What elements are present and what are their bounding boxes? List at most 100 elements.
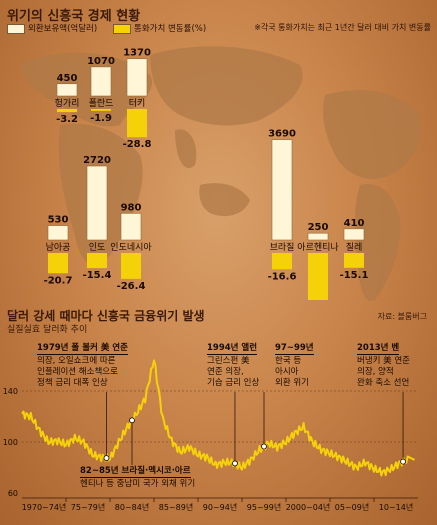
bar-change-0 <box>57 109 77 113</box>
legend-label-reserves: 외환보유액(억달러) <box>28 24 98 34</box>
label-reserves-1: 1070 <box>87 56 115 67</box>
annotation-1994-line-2: 연준 의장, <box>207 367 244 377</box>
annotation-1979: 1979년 폴 볼커 美 연준 의장, 오일쇼크에 따른 인플레이션 해소책으로… <box>37 343 128 389</box>
y-tick-2: 60 <box>8 489 18 498</box>
source-label: 자료: 블룸버그 <box>377 312 427 321</box>
legend-label-currency: 통화가치 변동률(%) <box>134 24 207 34</box>
annotation-point-3 <box>261 443 267 450</box>
label-change-2: -28.8 <box>123 139 152 150</box>
annotation-1979-heading: 1979년 폴 볼커 美 연준 <box>37 343 128 355</box>
bar-change-7 <box>308 253 328 300</box>
bar-reserves-1 <box>90 66 112 97</box>
bar-reserves-3 <box>47 225 69 241</box>
country-group-4: 2720 인도 -15.4 <box>83 155 112 281</box>
x-tick-7: 05~09년 <box>335 502 369 512</box>
label-reserves-4: 2720 <box>83 155 111 166</box>
annotation-2013-line-3: 완화 축소 선언 <box>357 378 410 388</box>
legend-swatch-currency <box>113 23 131 34</box>
label-change-0: -3.2 <box>56 114 78 125</box>
annotation-1979-line-1: 의장, 오일쇼크에 따른 <box>37 356 116 366</box>
x-tick-5: 95~99년 <box>247 502 281 512</box>
annotation-1982: 82~85년 브라질·멕시코·아르 헨티나 등 중남미 국가 외채 위기 <box>80 466 195 490</box>
y-gridlines <box>22 390 418 443</box>
annotation-point-4 <box>400 458 406 465</box>
world-map <box>20 46 421 301</box>
x-tick-3: 85~89년 <box>159 502 193 512</box>
x-tick-8: 10~14년 <box>379 502 413 512</box>
annotation-1994-heading: 1994년 앨런 <box>207 343 258 355</box>
annotation-1997-line-3: 외환 위기 <box>275 378 309 388</box>
label-country-1: 폴란드 <box>89 97 114 109</box>
label-change-5: -26.4 <box>117 281 146 292</box>
bar-change-5 <box>121 253 141 279</box>
country-group-0: 450 헝가리 -3.2 <box>55 73 80 125</box>
line-chart-subtitle: 실질실효 달러화 추이 <box>7 325 88 335</box>
label-reserves-5: 980 <box>121 202 142 213</box>
y-tick-1: 100 <box>3 438 18 447</box>
bar-reserves-5 <box>120 213 142 241</box>
annotation-point-2 <box>232 460 238 467</box>
annotation-1994-line-3: 기습 금리 인상 <box>207 378 260 388</box>
x-tick-1: 75~79년 <box>71 502 105 512</box>
bar-change-8 <box>344 253 364 268</box>
annotation-2013-line-1: 버냉키 美 연준 <box>357 356 411 366</box>
bar-change-3 <box>48 253 68 274</box>
annotation-1994: 1994년 앨런 그린스펀 美 연준 의장, 기습 금리 인상 <box>207 343 259 389</box>
annotation-1979-line-3: 정책 금리 대폭 인상 <box>37 378 108 388</box>
label-reserves-0: 450 <box>57 73 78 84</box>
label-change-4: -15.4 <box>83 270 112 281</box>
label-country-5: 인도네시아 <box>110 242 152 253</box>
series-line-dollar-index <box>21 359 415 477</box>
annotation-1994-line-1: 그린스펀 美 <box>207 356 250 366</box>
x-tick-6: 2000~04년 <box>286 502 331 512</box>
annotation-1982-heading: 82~85년 브라질·멕시코·아르 <box>80 466 191 478</box>
label-reserves-8: 410 <box>344 218 365 229</box>
annotation-2013-line-2: 의장, 양적 <box>357 367 394 377</box>
annotation-point-1 <box>129 417 135 424</box>
bar-reserves-0 <box>56 83 78 97</box>
annotation-1997-heading: 97~99년 <box>275 343 314 355</box>
legend-note: ※각국 통화가치는 최근 1년간 달러 대비 가치 변동률 <box>254 23 431 32</box>
annotation-1997: 97~99년 한국 등 아시아 외환 위기 <box>275 343 314 389</box>
label-change-3: -20.7 <box>44 275 73 286</box>
x-tick-0: 1970~74년 <box>22 502 67 512</box>
label-country-0: 헝가리 <box>55 98 80 109</box>
bar-change-4 <box>87 253 107 269</box>
label-change-8: -15.1 <box>340 270 369 281</box>
annotation-1979-line-2: 인플레이션 해소책으로 <box>37 367 118 377</box>
legend-currency: 통화가치 변동률(%) <box>113 22 206 34</box>
bar-reserves-2 <box>126 58 148 97</box>
x-tick-4: 90~94년 <box>203 502 237 512</box>
chart-title: 위기의 신흥국 경제 현황 <box>7 9 141 24</box>
line-chart-title: 달러 강세 때마다 신흥국 금융위기 발생 <box>7 309 205 323</box>
label-country-7: 아르헨티나 <box>297 241 338 253</box>
label-country-8: 칠레 <box>346 242 363 253</box>
continent-shapes <box>20 46 421 301</box>
country-group-6: 3690 브라질 -16.6 <box>268 129 297 283</box>
label-country-3: 남아공 <box>46 242 71 253</box>
country-bar-chart: 450 헝가리 -3.2 1070 폴란드 -1.9 1370 터키 -28.8 530 남아공 -2… <box>44 48 369 300</box>
country-group-1: 1070 폴란드 -1.9 <box>87 56 115 124</box>
legend-reserves: 외환보유액(억달러) <box>7 22 97 34</box>
bar-reserves-4 <box>86 165 108 241</box>
legend-swatch-reserves <box>7 23 25 34</box>
bar-reserves-6 <box>271 139 293 241</box>
bar-reserves-7 <box>307 232 329 241</box>
x-tick-2: 80~84년 <box>115 502 149 512</box>
annotation-2013-heading: 2013년 벤 <box>357 343 400 355</box>
label-change-6: -16.6 <box>268 271 297 282</box>
country-group-2: 1370 터키 -28.8 <box>123 48 152 150</box>
bar-change-6 <box>272 253 292 270</box>
annotation-1997-line-1: 한국 등 <box>275 356 302 366</box>
country-group-5: 980 인도네시아 -26.4 <box>110 202 152 292</box>
bar-change-1 <box>91 109 111 111</box>
label-country-6: 브라질 <box>270 241 295 253</box>
country-group-3: 530 남아공 -20.7 <box>44 215 73 287</box>
bar-reserves-8 <box>343 228 365 241</box>
label-reserves-2: 1370 <box>123 48 151 59</box>
label-country-2: 터키 <box>129 98 146 109</box>
label-change-1: -1.9 <box>90 113 112 124</box>
